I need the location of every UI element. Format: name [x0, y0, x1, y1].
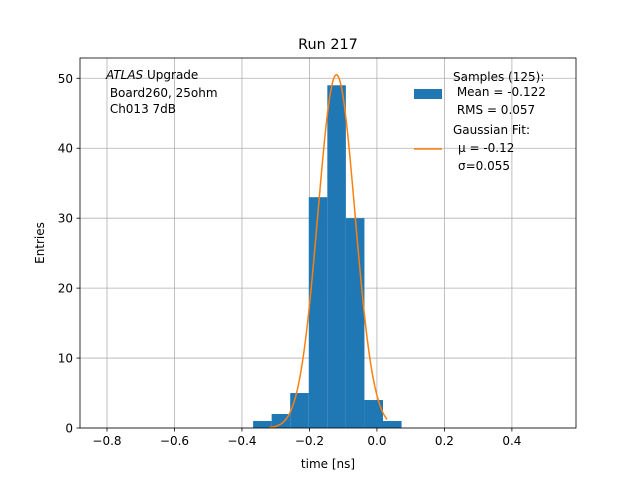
y-tick-label: 30: [58, 212, 73, 226]
annotation-channel: Ch013 7dB: [106, 102, 176, 116]
x-tick-label: −0.8: [92, 434, 121, 448]
gaussian-fit-curve: [268, 74, 388, 429]
histogram-bar: [290, 393, 309, 428]
x-tick-label: 0.0: [367, 434, 386, 448]
y-axis-label: Entries: [33, 222, 47, 264]
y-axis-ticks: 0 10 20 30 40 50: [58, 72, 80, 436]
chart-title: Run 217: [298, 37, 358, 53]
legend-samples-mean: Mean = -0.122: [453, 85, 546, 99]
legend-samples-title: Samples (125):: [453, 70, 544, 84]
y-tick-label: 20: [58, 282, 73, 296]
svg-text:ATLAS Upgrade: ATLAS Upgrade: [105, 68, 198, 82]
annotation-upgrade: Upgrade: [143, 68, 198, 82]
y-tick-label: 10: [58, 352, 73, 366]
histogram-bar: [308, 197, 328, 428]
legend: Samples (125): Mean = -0.122 RMS = 0.057…: [414, 70, 546, 173]
legend-samples-rms: RMS = 0.057: [453, 103, 535, 117]
y-tick-label: 0: [65, 422, 73, 436]
y-tick-label: 40: [58, 142, 73, 156]
annotation-board: Board260, 25ohm: [106, 86, 218, 100]
annotation-atlas: ATLAS: [105, 68, 144, 82]
legend-fit-sigma: σ=0.055: [458, 159, 510, 173]
histogram-bar: [271, 414, 291, 428]
x-axis-ticks: −0.8 −0.6 −0.4 −0.2 0.0 0.2 0.4: [92, 428, 521, 448]
x-tick-label: 0.4: [502, 434, 521, 448]
x-tick-label: −0.4: [227, 434, 256, 448]
histogram-bar: [327, 85, 346, 428]
atlas-annotation: ATLAS Upgrade Board260, 25ohm Ch013 7dB: [105, 68, 218, 116]
histogram-bar: [345, 218, 365, 428]
histogram-bar: [253, 421, 272, 428]
x-axis-label: time [ns]: [301, 457, 355, 471]
y-tick-label: 50: [58, 72, 73, 86]
histogram-bar: [364, 400, 383, 428]
histogram-bars: [253, 85, 402, 428]
legend-fit-title: Gaussian Fit:: [453, 123, 530, 137]
x-tick-label: −0.6: [160, 434, 189, 448]
x-tick-label: 0.2: [435, 434, 454, 448]
x-tick-label: −0.2: [295, 434, 324, 448]
histogram-bar: [382, 421, 402, 428]
plot-frame: [79, 57, 577, 429]
legend-samples-swatch: [414, 89, 442, 99]
gaussian-fit: [268, 74, 388, 429]
legend-fit-mu: μ = -0.12: [458, 141, 514, 155]
